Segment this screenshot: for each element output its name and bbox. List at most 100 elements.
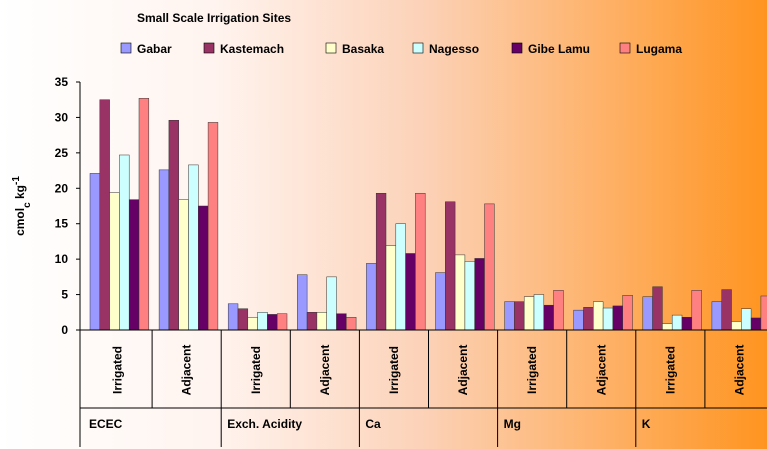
x-tick-label: Irrigated: [387, 346, 401, 394]
y-tick-label: 5: [61, 288, 68, 302]
bar: [523, 296, 535, 331]
bar: [731, 321, 742, 331]
group-label: K: [642, 417, 651, 431]
bar: [109, 192, 120, 331]
bar: [612, 305, 623, 331]
y-tick-label: 0: [61, 323, 68, 337]
bar: [168, 120, 179, 331]
bar: [366, 263, 377, 331]
legend-label: Lugama: [636, 42, 682, 56]
bar: [207, 122, 219, 331]
bar: [415, 192, 426, 331]
bar: [681, 316, 693, 331]
bar: [326, 276, 337, 331]
bar: [405, 253, 416, 331]
bar: [445, 201, 456, 331]
bar: [188, 164, 199, 331]
y-tick-label: 25: [55, 146, 69, 160]
bar: [297, 274, 308, 331]
y-tick-label: 30: [55, 110, 69, 124]
bar: [553, 290, 564, 331]
x-tick-label: Irrigated: [249, 346, 263, 394]
legend-label: Gabar: [137, 42, 172, 56]
bar: [691, 290, 702, 331]
bar: [178, 199, 189, 331]
bar: [711, 301, 722, 331]
legend-swatch: [619, 42, 631, 54]
bar: [573, 309, 584, 331]
bar: [276, 313, 288, 331]
x-tick-label: Adjacent: [594, 345, 608, 396]
bar: [385, 245, 397, 331]
legend-label: Kastemach: [220, 42, 284, 56]
bar: [760, 295, 767, 331]
bar: [257, 312, 268, 331]
y-tick-label: 35: [55, 75, 69, 89]
legend-swatch: [120, 42, 132, 54]
legend-title: Small Scale Irrigation Sites: [137, 11, 291, 25]
legend-swatch: [412, 42, 424, 54]
bar: [662, 323, 673, 331]
bar: [504, 301, 515, 331]
bar: [346, 316, 357, 331]
bar: [267, 314, 278, 331]
bar: [741, 308, 752, 331]
x-tick-label: Adjacent: [180, 345, 194, 396]
bar: [306, 312, 318, 331]
y-axis-label: cmolc kg-1: [11, 176, 33, 236]
group-label: Mg: [504, 417, 521, 431]
legend-label: Gibe Lamu: [528, 42, 590, 56]
bar: [435, 272, 446, 331]
group-label: Ca: [365, 417, 381, 431]
bar: [138, 98, 150, 331]
y-axis-label-part: cmol: [13, 208, 27, 236]
bar: [750, 317, 762, 331]
bar: [622, 295, 633, 331]
legend-swatch: [325, 42, 337, 54]
bar: [671, 314, 683, 331]
bar: [652, 286, 663, 331]
x-tick-label: Irrigated: [525, 346, 539, 394]
legend-label: Nagesso: [429, 42, 479, 56]
y-axis-label-part: kg: [13, 185, 27, 202]
bar: [543, 304, 554, 331]
bar: [158, 169, 170, 331]
bar: [721, 289, 732, 331]
bar: [602, 307, 614, 331]
group-label: ECEC: [89, 417, 123, 431]
bar: [642, 296, 653, 331]
y-tick-label: 10: [55, 252, 69, 266]
bar: [533, 294, 545, 331]
legend-swatch: [203, 42, 215, 54]
x-tick-label: Irrigated: [663, 346, 677, 394]
y-tick-label: 20: [55, 181, 69, 195]
bar: [198, 205, 209, 331]
y-axis-label-part: -1: [11, 176, 22, 185]
bar: [454, 254, 466, 331]
bar: [593, 301, 604, 331]
bar: [237, 308, 249, 331]
x-tick-label: Adjacent: [732, 345, 746, 396]
legend-swatch: [511, 42, 523, 54]
bar: [227, 303, 239, 331]
bar: [464, 261, 475, 331]
bar: [247, 316, 258, 331]
y-tick-label: 15: [55, 217, 69, 231]
bar: [119, 154, 130, 331]
bar: [514, 301, 525, 331]
y-axis-label-part: c: [22, 202, 33, 208]
bar: [474, 258, 485, 331]
bar: [375, 192, 387, 331]
x-tick-label: Adjacent: [318, 345, 332, 396]
legend-label: Basaka: [342, 42, 384, 56]
bar: [316, 312, 327, 331]
bar: [128, 199, 140, 331]
bar: [336, 313, 347, 331]
bar: [89, 173, 101, 331]
bar: [395, 223, 406, 331]
bar: [484, 203, 495, 331]
bar: [99, 99, 110, 331]
bar: [583, 307, 594, 331]
x-tick-label: Adjacent: [456, 345, 470, 396]
